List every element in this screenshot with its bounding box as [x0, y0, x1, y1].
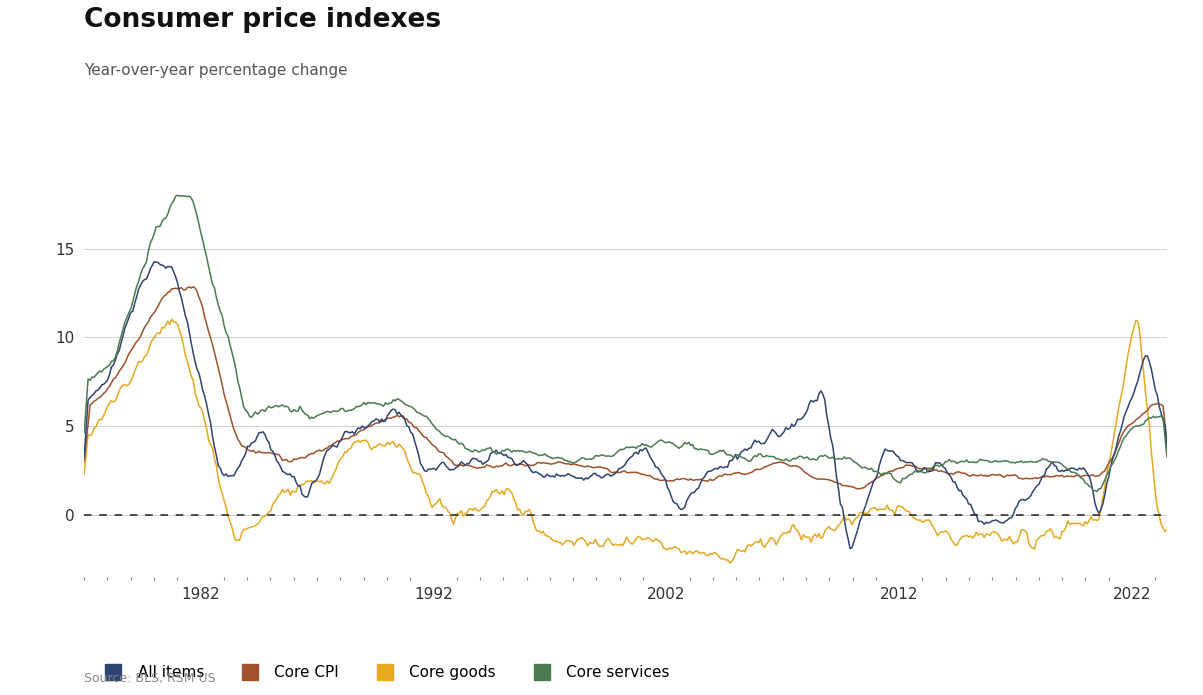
Text: Year-over-year percentage change: Year-over-year percentage change: [84, 63, 348, 78]
Core goods: [166, 318, 180, 326]
Core services: [848, 459, 863, 467]
Core services: [605, 452, 620, 460]
Core goods: [120, 382, 135, 390]
All items: [427, 464, 442, 473]
All items: [147, 258, 161, 266]
Core services: [1116, 434, 1131, 442]
Core services: [1090, 487, 1104, 496]
Core services: [427, 422, 442, 430]
Core CPI: [427, 442, 442, 450]
All items: [843, 544, 858, 553]
Core goods: [427, 500, 442, 509]
Core services: [1160, 452, 1174, 461]
All items: [605, 471, 620, 480]
Core CPI: [120, 354, 135, 362]
Core goods: [722, 559, 736, 567]
Core services: [171, 191, 185, 199]
Line: Core CPI: Core CPI: [84, 287, 1167, 489]
Line: All items: All items: [84, 262, 1167, 548]
Core CPI: [1160, 437, 1174, 445]
Core CPI: [853, 484, 867, 493]
Core CPI: [605, 468, 620, 477]
Core goods: [1116, 376, 1131, 384]
Core goods: [605, 541, 620, 550]
Core services: [77, 428, 91, 436]
Core services: [165, 199, 179, 208]
Core goods: [77, 470, 91, 478]
All items: [166, 268, 180, 276]
Core goods: [1160, 525, 1174, 534]
Core goods: [165, 315, 179, 323]
Line: Core services: Core services: [84, 195, 1167, 491]
Core CPI: [182, 283, 196, 291]
All items: [1160, 444, 1174, 452]
Core CPI: [848, 484, 863, 493]
Core CPI: [77, 457, 91, 466]
All items: [120, 319, 135, 327]
Core services: [120, 313, 135, 322]
Core goods: [851, 513, 865, 521]
Line: Core goods: Core goods: [84, 319, 1167, 563]
Text: Consumer price indexes: Consumer price indexes: [84, 7, 442, 33]
All items: [77, 452, 91, 461]
Core CPI: [165, 284, 179, 293]
All items: [851, 525, 865, 534]
All items: [1116, 412, 1131, 420]
Legend: All items, Core CPI, Core goods, Core services: All items, Core CPI, Core goods, Core se…: [91, 659, 676, 686]
Core CPI: [1116, 427, 1131, 435]
Text: Source: BLS, RSM US: Source: BLS, RSM US: [84, 671, 215, 685]
